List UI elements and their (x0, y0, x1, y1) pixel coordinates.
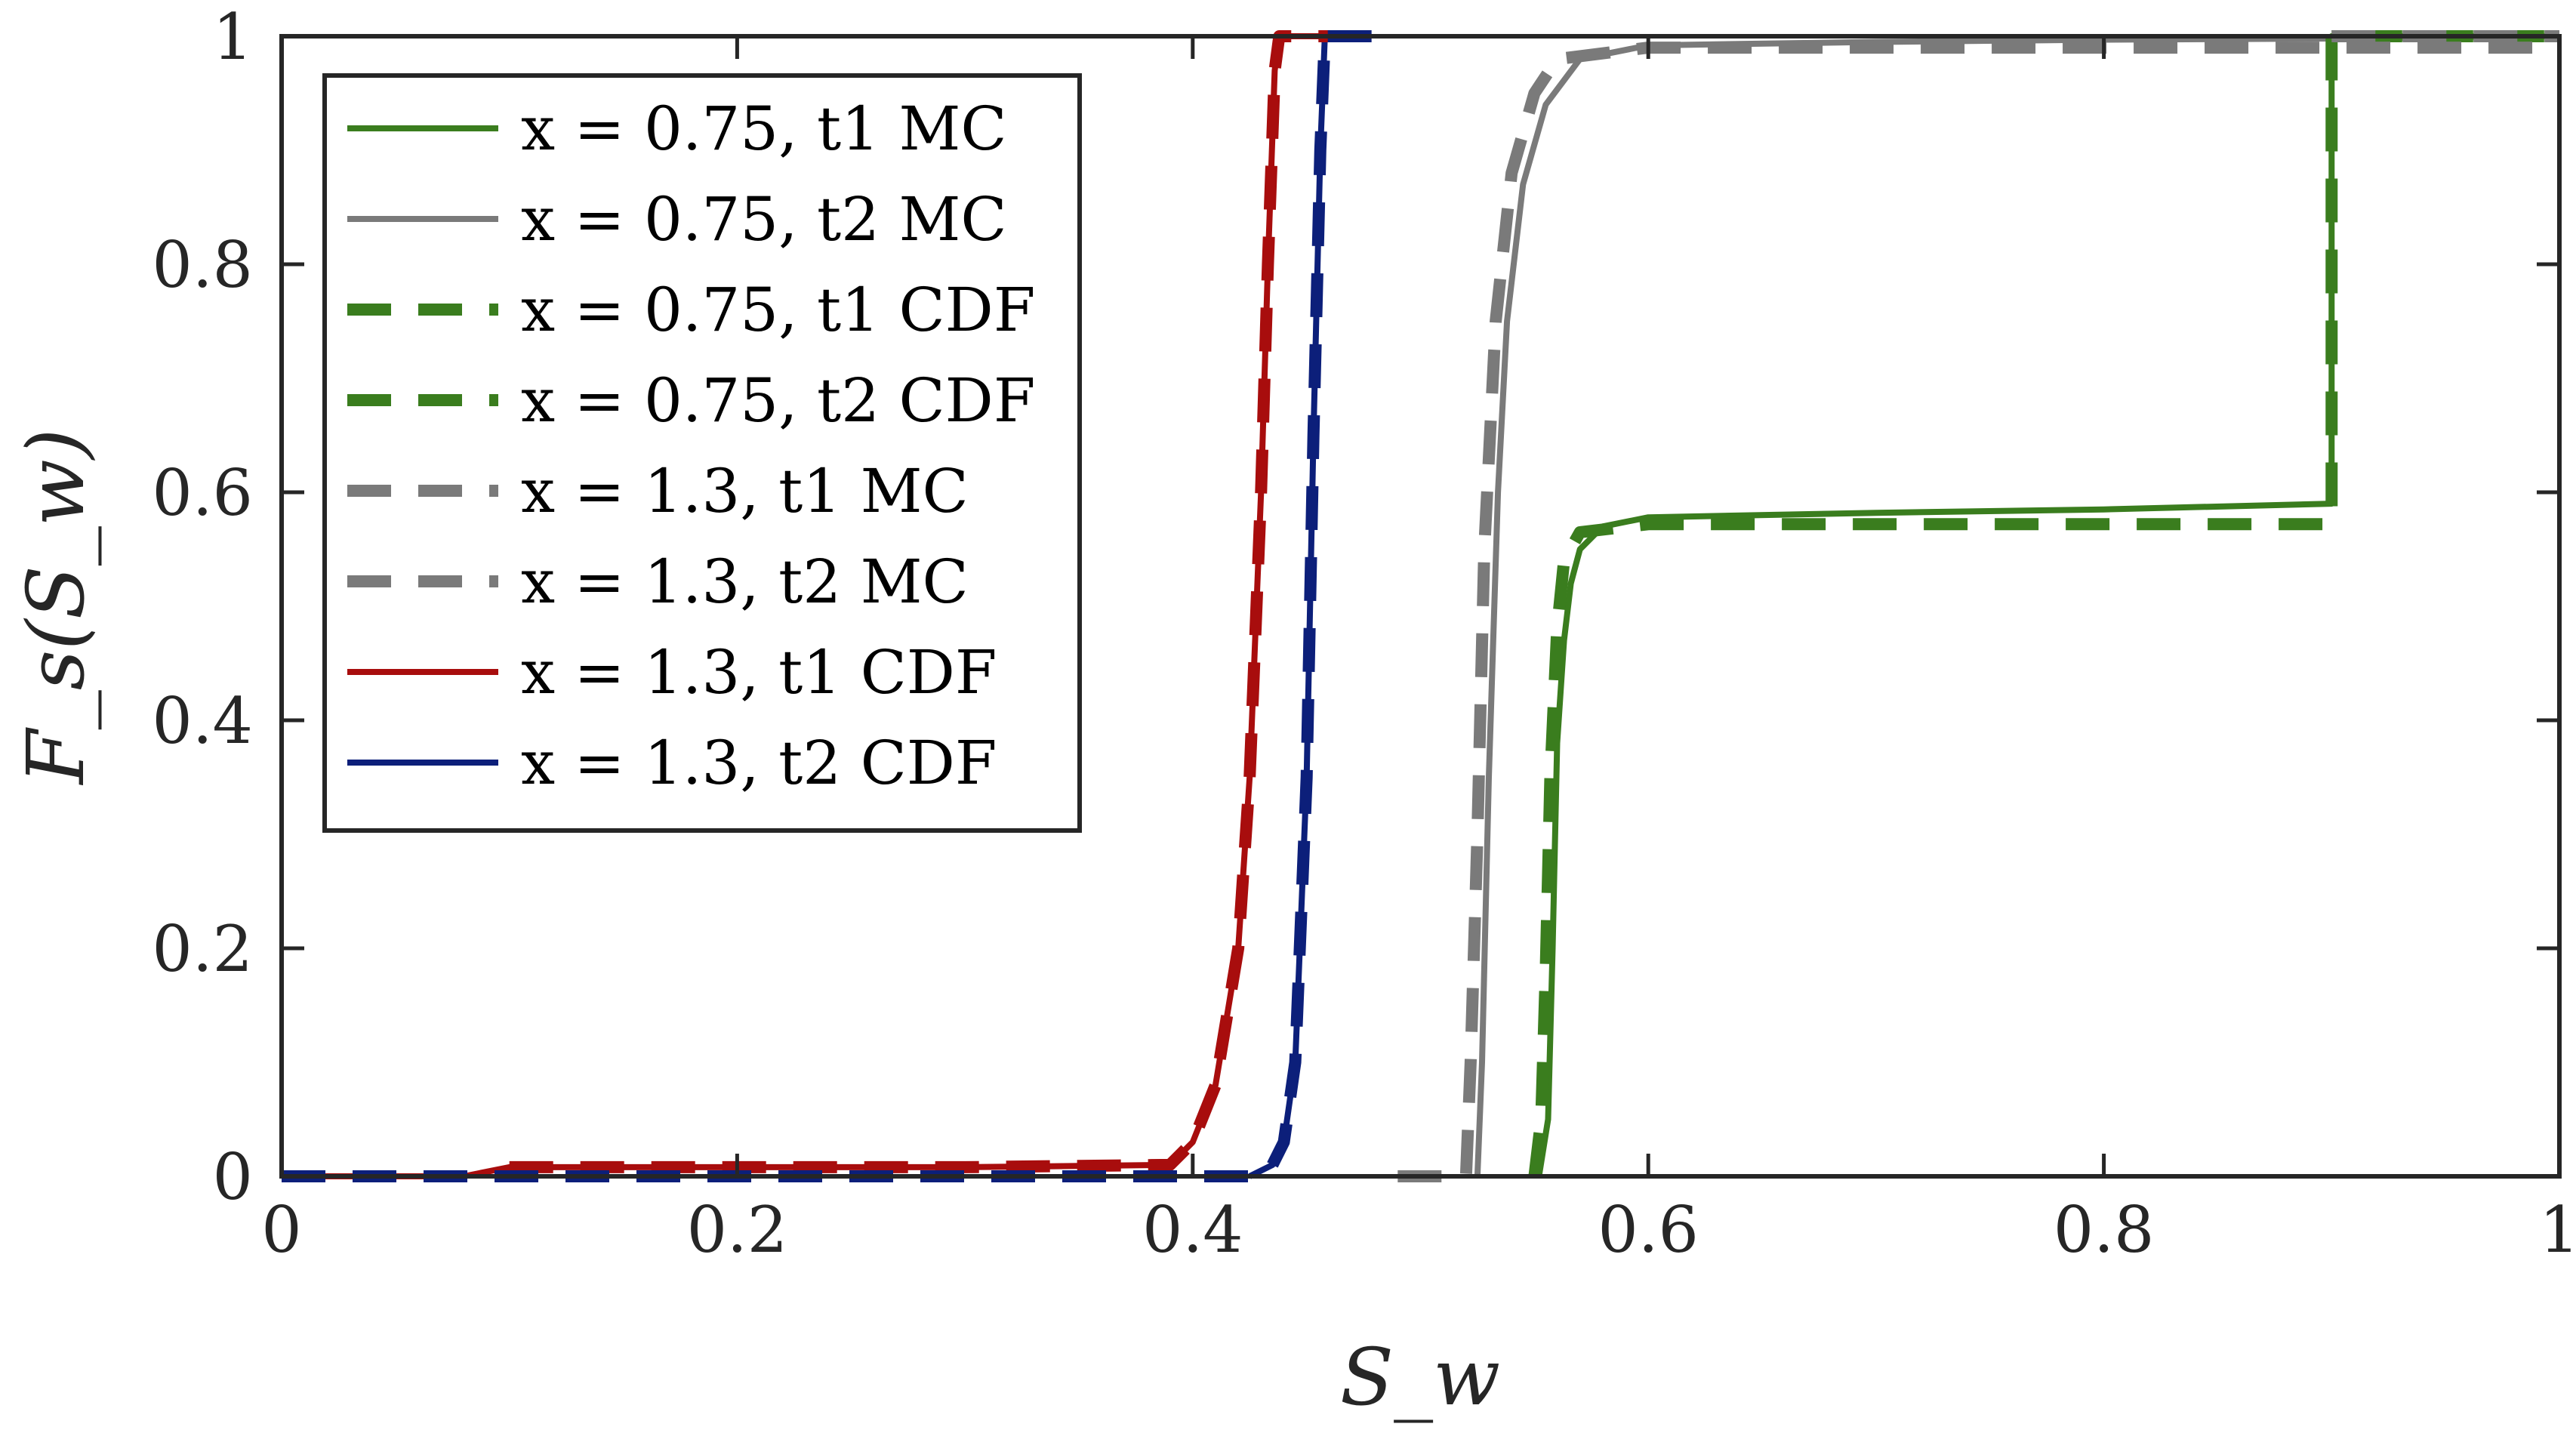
y-tick-label: 0.8 (152, 228, 253, 302)
y-tick-label: 0 (213, 1140, 253, 1214)
legend: x = 0.75, t1 MC x = 0.75, t2 MC x = 0.75, … (322, 73, 1082, 833)
legend-label-4: x = 1.3, t1 MC (521, 456, 969, 526)
x-tick-label: 0.6 (1598, 1193, 1699, 1267)
series-line-9 (282, 30, 1398, 1182)
y-tick-label: 0.4 (152, 684, 253, 758)
x-tick-label: 0.2 (687, 1193, 788, 1267)
x-tick-label: 0 (261, 1193, 301, 1267)
legend-label-7: x = 1.3, t2 CDF (521, 728, 997, 798)
y-tick-label: 0.2 (152, 912, 253, 986)
y-tick-label: 1 (213, 0, 253, 74)
legend-label-5: x = 1.3, t2 MC (521, 547, 969, 617)
y-tick-label: 0.6 (152, 456, 253, 530)
x-tick-label: 1 (2539, 1193, 2576, 1267)
y-axis-label: F_s(S_w) (10, 429, 102, 786)
x-axis-label: S_w (1340, 1331, 1500, 1423)
series-line-8 (509, 30, 1330, 1173)
legend-label-2: x = 0.75, t1 CDF (521, 275, 1035, 345)
plot-frame (279, 34, 2562, 1179)
legend-label-1: x = 0.75, t2 MC (521, 184, 1007, 254)
axes-layer: 0 0.2 0.4 0.6 0.8 1 0 0.2 0.4 0.6 0.8 1 (152, 0, 2576, 1267)
legend-label-3: x = 0.75, t2 CDF (521, 365, 1035, 436)
x-tick-label: 0.4 (1142, 1193, 1243, 1267)
x-tick-label: 0.8 (2054, 1193, 2155, 1267)
legend-box (322, 73, 1082, 833)
legend-label-6: x = 1.3, t1 CDF (521, 637, 997, 707)
legend-label-0: x = 0.75, t1 MC (521, 94, 1007, 164)
series-line-2 (1528, 30, 2559, 1177)
